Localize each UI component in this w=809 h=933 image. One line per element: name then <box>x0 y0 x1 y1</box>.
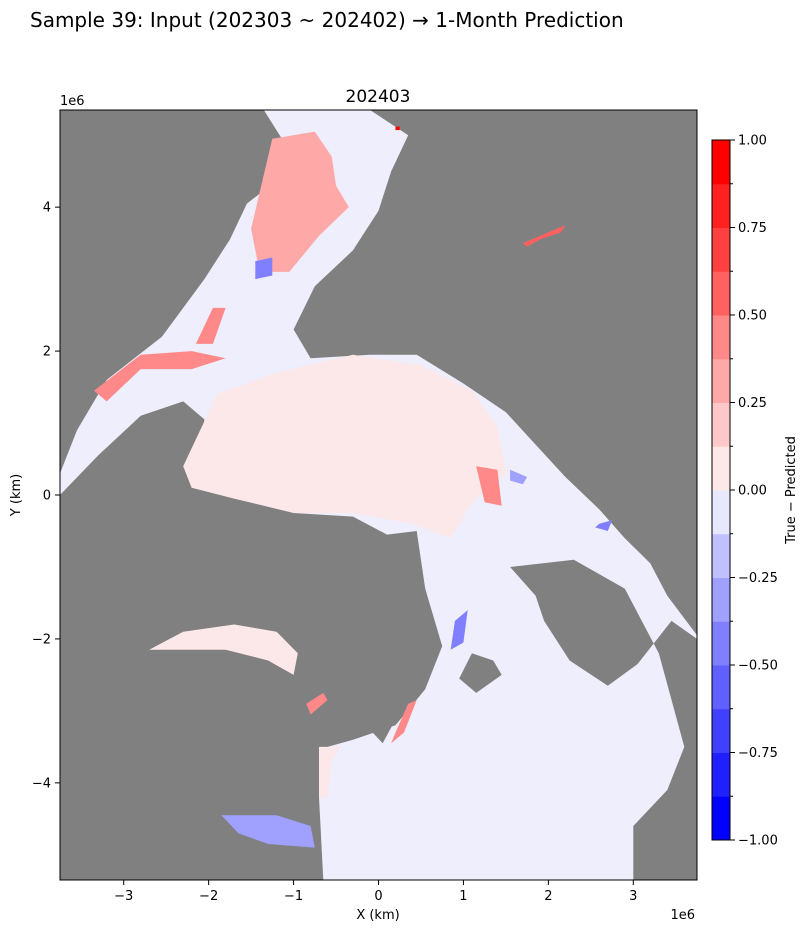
x-ticks: −3 −2 −1 0 1 2 3 <box>114 880 637 904</box>
anomaly-laptev-red <box>476 466 502 506</box>
colorbar-label: True − Predicted <box>784 436 799 545</box>
anomaly-labrador-blue <box>221 815 315 848</box>
colorbar-tick-label: −0.50 <box>738 659 778 674</box>
colorbar-segment <box>712 315 730 360</box>
colorbar-tick-label: 0.75 <box>738 221 767 236</box>
colorbar-segment <box>712 183 730 228</box>
plot-title: 202403 <box>346 87 411 107</box>
x-tick-label: 0 <box>374 889 382 904</box>
figure-suptitle: Sample 39: Input (202303 ~ 202402) → 1-M… <box>30 8 624 32</box>
land-canadian-archipelago-1 <box>149 631 269 733</box>
colorbar-tick-label: −0.25 <box>738 571 778 586</box>
anomaly-arctic-central-pink <box>183 354 506 539</box>
colorbar-segment <box>712 533 730 578</box>
x-axis-label: X (km) <box>356 908 399 923</box>
anomaly-greenland-east-red <box>391 700 417 744</box>
colorbar-segment <box>712 271 730 316</box>
anomaly-baffin-red <box>306 692 328 715</box>
anomaly-bering-coast-red <box>195 307 226 344</box>
x-tick-label: −1 <box>284 889 303 904</box>
anomaly-barents-blue <box>450 610 468 650</box>
anomaly-layer <box>94 126 613 848</box>
anomaly-okhotsk-red <box>522 225 566 247</box>
x-tick-label: −3 <box>114 889 133 904</box>
y-ticks: 4 2 0 −2 −4 <box>32 201 60 791</box>
anomaly-north-atlantic-pink <box>319 746 341 798</box>
x-tick-label: 3 <box>629 889 637 904</box>
colorbar-segment <box>712 490 730 535</box>
land-eurasia-top <box>293 110 697 636</box>
anomaly-canadian-arch-pink <box>149 624 298 675</box>
land-north-america-west <box>60 110 298 474</box>
y-tick-label: 2 <box>43 345 51 360</box>
colorbar-segment <box>712 227 730 272</box>
land-europe-right-bottom <box>510 559 697 880</box>
colorbar <box>711 139 733 841</box>
y-tick-label: 0 <box>43 489 51 504</box>
anomaly-kara-blue <box>510 469 528 485</box>
colorbar-tick-label: 0.50 <box>738 309 767 324</box>
colorbar-segment <box>712 708 730 753</box>
land-canadian-archipelago-3 <box>60 732 319 880</box>
land-greenland <box>289 549 426 744</box>
y-offset-text: 1e6 <box>60 94 85 109</box>
colorbar-segment <box>712 665 730 710</box>
colorbar-segment <box>712 402 730 447</box>
anomaly-hudson-strait-blue <box>255 257 273 280</box>
colorbar-tick-label: −1.00 <box>738 834 778 849</box>
colorbar-tick-label: 1.00 <box>738 134 767 149</box>
map-plot-area <box>59 109 698 881</box>
colorbar-segment <box>712 796 730 841</box>
colorbar-segment <box>712 140 730 185</box>
colorbar-ticks: 1.00 0.75 0.50 0.25 0.00 −0.25 −0.50 −0.75 −1.00 <box>730 134 778 849</box>
x-tick-label: 2 <box>544 889 552 904</box>
anomaly-hudson-bay-pink <box>251 131 349 272</box>
colorbar-segment <box>712 358 730 403</box>
y-tick-label: −2 <box>32 632 51 647</box>
anomaly-red-pixel <box>395 126 400 131</box>
anomaly-beaufort-coast-red <box>94 351 226 402</box>
land-svalbard <box>459 653 502 693</box>
colorbar-segment <box>712 577 730 622</box>
colorbar-segment <box>712 621 730 666</box>
y-tick-label: 4 <box>43 201 51 216</box>
colorbar-segment <box>712 752 730 797</box>
colorbar-segment <box>712 446 730 491</box>
y-axis-label: Y (km) <box>9 474 24 517</box>
x-offset-text: 1e6 <box>670 908 695 923</box>
land-canadian-archipelago-2 <box>183 527 286 589</box>
anomaly-scandinavia-blue <box>595 520 613 531</box>
colorbar-tick-label: 0.00 <box>738 484 767 499</box>
colorbar-tick-label: 0.25 <box>738 396 767 411</box>
x-tick-label: 1 <box>459 889 467 904</box>
y-tick-label: −4 <box>32 776 51 791</box>
colorbar-tick-label: −0.75 <box>738 746 778 761</box>
x-tick-label: −2 <box>199 889 218 904</box>
